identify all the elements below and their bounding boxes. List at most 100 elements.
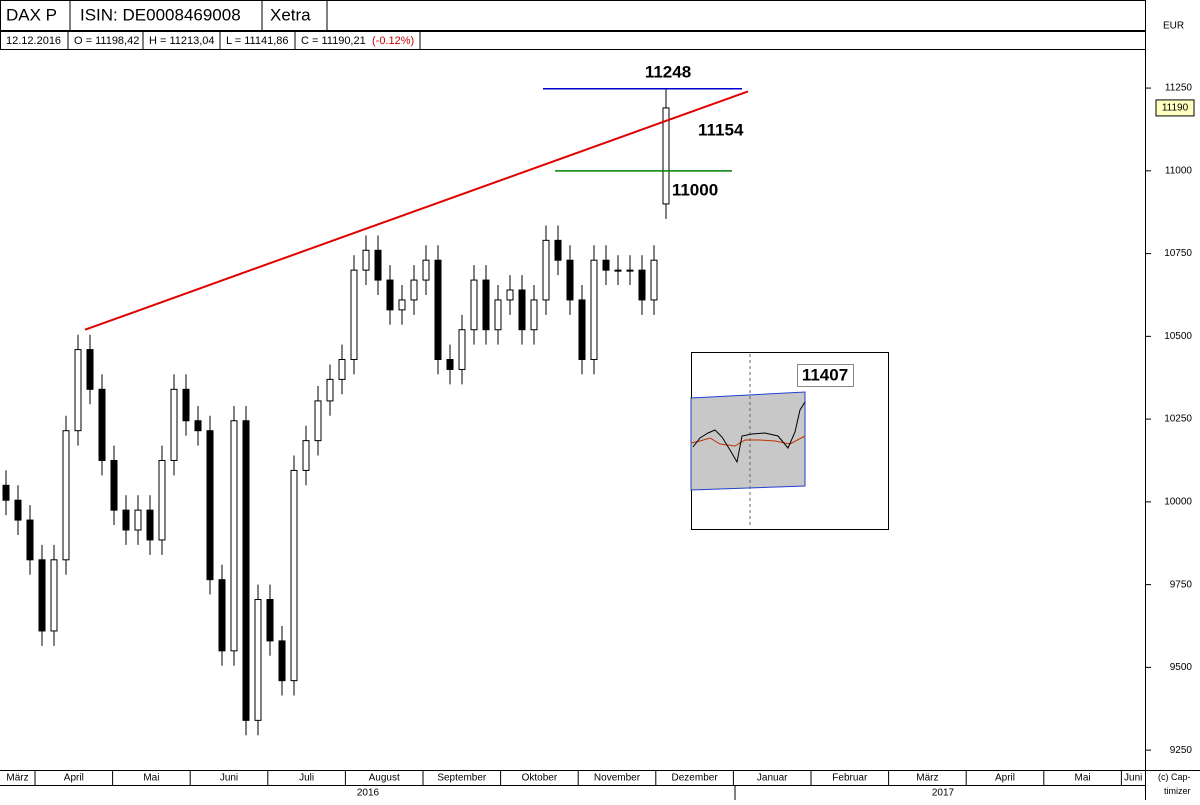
x-tick-label: Juli: [299, 773, 314, 784]
candle-body: [506, 289, 514, 301]
candle-body: [326, 378, 334, 402]
candle-body: [278, 640, 286, 682]
candle-body: [446, 359, 454, 370]
candle-body: [350, 269, 358, 361]
year-label: 2016: [357, 788, 380, 799]
inset-chart: 11407: [690, 352, 889, 530]
candle-body: [26, 519, 34, 561]
y-tick-label: 11250: [1165, 83, 1193, 94]
y-tick-label: 9500: [1170, 662, 1193, 673]
last-price-label: 11190: [1162, 103, 1189, 114]
candle-body: [206, 430, 214, 581]
inset-price: [692, 401, 806, 464]
candle-body: [458, 329, 466, 370]
candle-body: [110, 459, 118, 511]
candle-body: [554, 239, 562, 261]
y-tick-label: 10750: [1164, 248, 1192, 259]
candle-body: [434, 259, 442, 361]
x-tick-label: August: [369, 773, 400, 784]
y-tick-label: 9250: [1170, 745, 1193, 756]
x-tick-label: September: [437, 773, 487, 784]
candle-body: [218, 579, 226, 652]
last-price-box: [1155, 99, 1195, 117]
x-tick-label: Februar: [832, 773, 868, 784]
symbol: DAX P: [6, 5, 57, 24]
candle-body: [158, 459, 166, 541]
candle-body: [542, 239, 550, 301]
candle-body: [590, 259, 598, 361]
candle-body: [362, 249, 370, 271]
candle-body: [146, 509, 154, 541]
trend-label: 11154: [698, 120, 744, 139]
trendline: [84, 90, 749, 331]
x-tick-label: Dezember: [672, 773, 719, 784]
y-tick-label: 10250: [1164, 414, 1192, 425]
x-tick-label: Mai: [143, 773, 159, 784]
x-tick-label: März: [6, 773, 28, 784]
candle-body: [122, 509, 130, 531]
candle-body: [314, 400, 322, 442]
candle-body: [614, 269, 622, 272]
candle-body: [14, 499, 22, 521]
level-label: 11248: [645, 62, 691, 81]
inset-band: [690, 391, 806, 491]
candle-body: [386, 279, 394, 311]
candle-body: [518, 289, 526, 331]
y-tick-label: 11000: [1165, 165, 1193, 176]
candle-body: [398, 299, 406, 311]
candle-body: [230, 420, 238, 652]
candle-body: [194, 420, 202, 432]
candle-body: [338, 359, 346, 380]
candle-body: [38, 559, 46, 632]
x-tick-label: März: [916, 773, 938, 784]
high: H = 11213,04: [149, 35, 215, 47]
candle-body: [482, 279, 490, 331]
candle-body: [266, 599, 274, 642]
inset-average: [690, 435, 806, 447]
candle-body: [374, 249, 382, 281]
candle-body: [494, 299, 502, 331]
copyright: (c) Cap-timizer: [1158, 772, 1191, 796]
candle-body: [470, 279, 478, 331]
x-tick-label: Januar: [757, 773, 788, 784]
candle-body: [566, 259, 574, 301]
candle-body: [242, 420, 250, 721]
close: C = 11190,21: [301, 35, 366, 47]
x-tick-label: April: [995, 773, 1015, 784]
year-label: 2017: [932, 788, 955, 799]
y-tick-label: 9750: [1170, 579, 1193, 590]
candle-body: [86, 349, 94, 390]
x-tick-label: Oktober: [522, 773, 558, 784]
x-tick-label: Juni: [1124, 773, 1142, 784]
inset-label-box: [797, 364, 854, 387]
candle-body: [98, 388, 106, 461]
candle-body: [662, 107, 670, 205]
y-tick-label: 10000: [1164, 497, 1192, 508]
x-tick-label: November: [594, 773, 641, 784]
change: (-0.12%): [372, 35, 414, 47]
level-label: 11000: [672, 180, 718, 199]
candle-body: [2, 484, 10, 501]
x-tick-label: Mai: [1075, 773, 1091, 784]
candle-body: [422, 259, 430, 281]
candle-body: [578, 299, 586, 361]
date: 12.12.2016: [6, 35, 61, 47]
candle-body: [302, 440, 310, 471]
candle-body: [530, 299, 538, 331]
exchange: Xetra: [270, 5, 311, 24]
currency: EUR: [1163, 21, 1184, 32]
x-tick-label: April: [64, 773, 84, 784]
candle-body: [410, 279, 418, 301]
open: O = 11198,42: [74, 35, 139, 47]
candle-body: [254, 599, 262, 721]
candle-body: [182, 388, 190, 422]
candle-body: [290, 469, 298, 682]
low: L = 11141,86: [226, 35, 289, 47]
candle-body: [50, 559, 58, 632]
candle-body: [62, 430, 70, 561]
candle-body: [650, 259, 658, 301]
x-tick-label: Juni: [220, 773, 238, 784]
inset-label: 11407: [802, 365, 848, 384]
